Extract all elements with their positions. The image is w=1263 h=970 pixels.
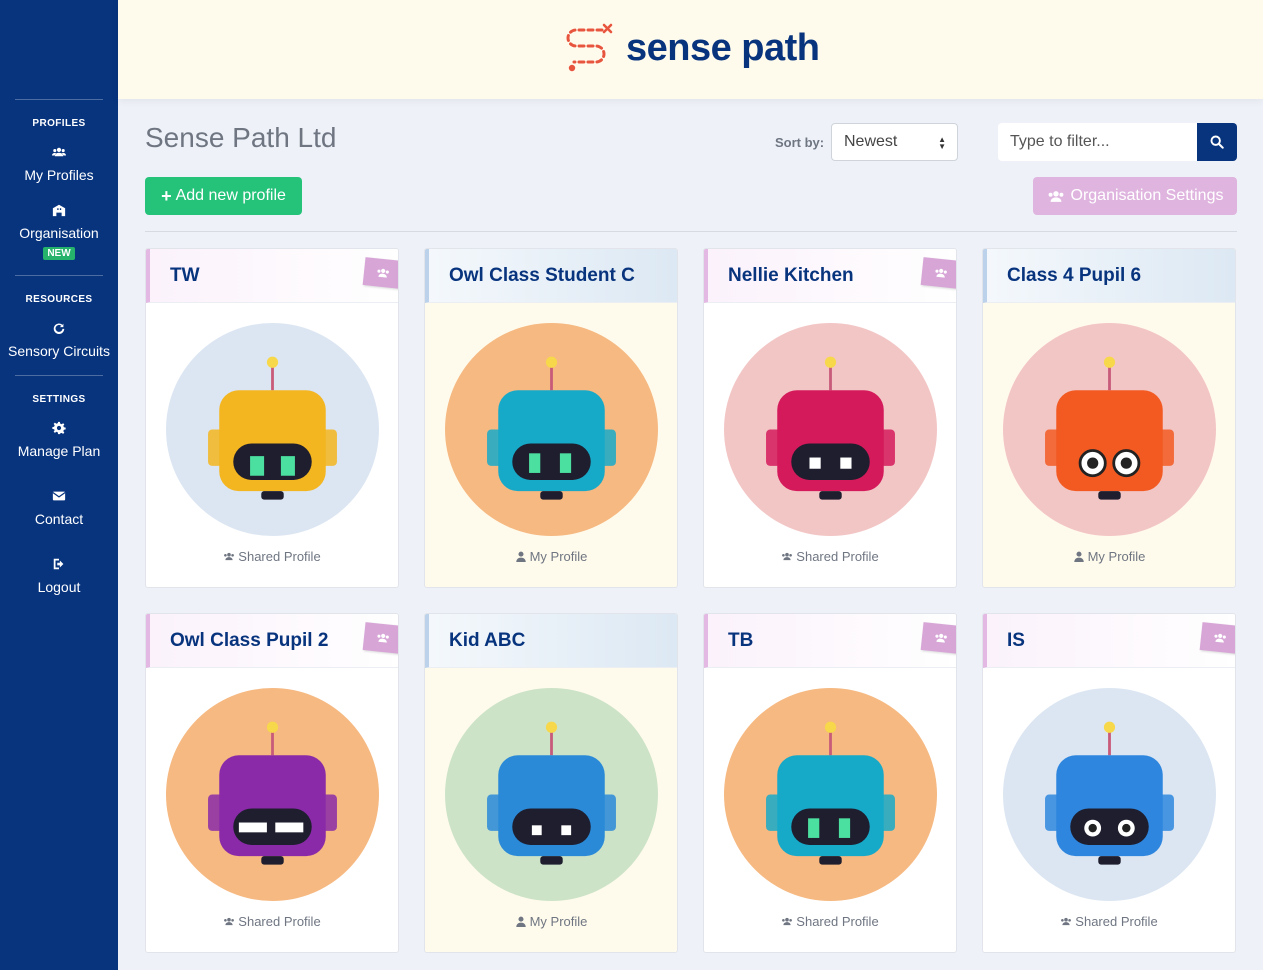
profile-name: Owl Class Student C	[425, 249, 677, 303]
profile-type: My Profile	[425, 914, 677, 929]
profile-name: TW	[146, 249, 398, 303]
plus-icon: +	[161, 185, 172, 206]
robot-avatar	[724, 688, 937, 901]
profile-name: Kid ABC	[425, 614, 677, 668]
users-icon	[6, 145, 112, 161]
refresh-icon	[6, 321, 112, 337]
user-icon	[515, 551, 526, 562]
envelope-icon	[6, 489, 112, 505]
sidebar-item-label: Contact	[34, 511, 84, 527]
profile-name: TB	[704, 614, 956, 668]
sidebar-item-label: My Profiles	[24, 167, 94, 183]
profile-type-label: My Profile	[1087, 549, 1146, 564]
profile-card[interactable]: IS Shared Profile	[982, 613, 1236, 953]
sidebar-item-organisation[interactable]: Organisation NEW	[0, 201, 118, 263]
users-cog-icon	[1048, 190, 1063, 202]
sidebar-item-contact[interactable]: Contact	[0, 487, 118, 531]
new-badge: NEW	[43, 247, 75, 260]
user-icon	[1073, 551, 1084, 562]
robot-avatar	[166, 688, 379, 901]
add-profile-label: Add new profile	[175, 187, 286, 204]
logo-text: sense path	[626, 26, 820, 69]
profile-card[interactable]: TW Shared Profile	[145, 248, 399, 588]
profile-type-label: Shared Profile	[238, 549, 321, 564]
profile-type: Shared Profile	[146, 914, 398, 929]
sidebar-item-label: Logout	[37, 579, 81, 595]
users-icon	[782, 552, 793, 561]
robot-avatar	[1003, 688, 1216, 901]
filter-input[interactable]	[998, 123, 1198, 161]
sidebar-item-my-profiles[interactable]: My Profiles	[0, 143, 118, 187]
sidebar-item-manage-plan[interactable]: Manage Plan	[0, 419, 118, 463]
page-title: Sense Path Ltd	[145, 122, 337, 153]
users-icon	[224, 917, 235, 926]
top-header: sense path	[118, 0, 1263, 99]
user-icon	[515, 916, 526, 927]
users-icon	[782, 917, 793, 926]
shared-tag-icon	[920, 257, 956, 289]
profile-type: My Profile	[425, 549, 677, 564]
sort-caret-icon: ▲ ▼	[938, 135, 946, 151]
profile-card[interactable]: Class 4 Pupil 6 My Profile	[982, 248, 1236, 588]
sidebar: PROFILES My Profiles Organisation NEW RE…	[0, 0, 118, 970]
gear-icon	[6, 421, 112, 437]
search-button[interactable]	[1197, 123, 1237, 161]
profile-type-label: My Profile	[529, 549, 588, 564]
profile-type-label: Shared Profile	[796, 914, 879, 929]
profile-card[interactable]: Owl Class Pupil 2 Shared Profile	[145, 613, 399, 953]
sidebar-item-label: Manage Plan	[17, 443, 101, 459]
sidebar-divider	[15, 99, 103, 100]
sort-label: Sort by:	[775, 135, 825, 150]
users-icon	[1061, 917, 1072, 926]
profile-name: IS	[983, 614, 1235, 668]
sort-selected-value: Newest	[844, 133, 898, 150]
sidebar-item-sensory-circuits[interactable]: Sensory Circuits	[0, 319, 118, 363]
profile-type-label: Shared Profile	[1075, 914, 1158, 929]
robot-avatar	[445, 323, 658, 536]
profile-type-label: My Profile	[529, 914, 588, 929]
sort-select[interactable]: Newest ▲ ▼	[831, 123, 958, 161]
users-icon	[224, 552, 235, 561]
profile-type: My Profile	[983, 549, 1235, 564]
shared-tag-icon	[920, 622, 956, 654]
profile-card[interactable]: Kid ABC My Profile	[424, 613, 678, 953]
toolbar-divider	[145, 231, 1237, 232]
building-icon	[6, 203, 112, 219]
profile-card[interactable]: Owl Class Student C My Profile	[424, 248, 678, 588]
sidebar-item-logout[interactable]: Logout	[0, 555, 118, 599]
sidebar-item-label: Organisation	[19, 225, 99, 241]
sidebar-heading-profiles: PROFILES	[32, 118, 86, 129]
organisation-settings-button[interactable]: Organisation Settings	[1033, 177, 1237, 215]
profile-type: Shared Profile	[704, 914, 956, 929]
logo[interactable]: sense path	[562, 22, 820, 74]
sign-out-icon	[6, 557, 112, 573]
profile-name: Class 4 Pupil 6	[983, 249, 1235, 303]
robot-avatar	[166, 323, 379, 536]
search-icon	[1210, 135, 1224, 149]
sidebar-divider	[15, 275, 103, 276]
shared-tag-icon	[362, 257, 398, 289]
profile-card[interactable]: TB Shared Profile	[703, 613, 957, 953]
robot-avatar	[445, 688, 658, 901]
robot-avatar	[1003, 323, 1216, 536]
path-logo-icon	[566, 23, 613, 72]
sidebar-heading-settings: SETTINGS	[32, 394, 86, 405]
sidebar-heading-resources: RESOURCES	[25, 294, 93, 305]
profile-type: Shared Profile	[983, 914, 1235, 929]
profile-type-label: Shared Profile	[238, 914, 321, 929]
profile-name: Nellie Kitchen	[704, 249, 956, 303]
shared-tag-icon	[1199, 622, 1235, 654]
profile-type: Shared Profile	[704, 549, 956, 564]
sidebar-item-label: Sensory Circuits	[8, 343, 110, 359]
organisation-settings-label: Organisation Settings	[1070, 187, 1224, 204]
shared-tag-icon	[362, 622, 398, 654]
profile-card[interactable]: Nellie Kitchen Shared Profile	[703, 248, 957, 588]
sidebar-divider	[15, 375, 103, 376]
profile-type: Shared Profile	[146, 549, 398, 564]
robot-avatar	[724, 323, 937, 536]
add-profile-button[interactable]: + Add new profile	[145, 177, 302, 215]
profile-name: Owl Class Pupil 2	[146, 614, 398, 668]
profile-type-label: Shared Profile	[796, 549, 879, 564]
